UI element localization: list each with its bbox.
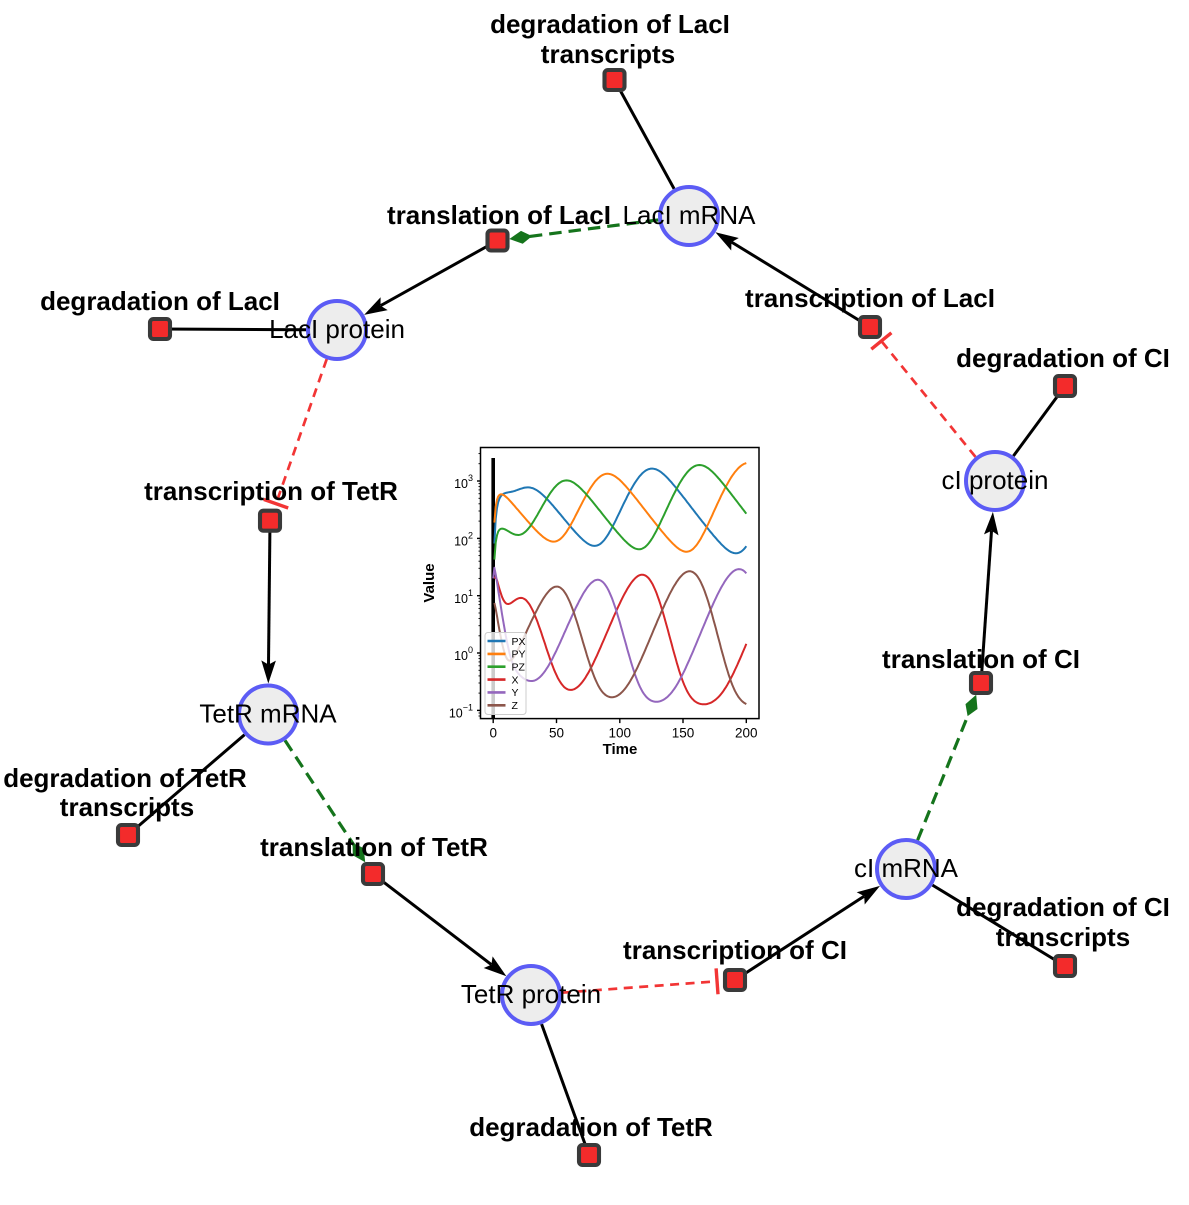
svg-text:100: 100: [609, 726, 632, 741]
svg-text:transcripts: transcripts: [541, 39, 675, 69]
svg-text:degradation of CI: degradation of CI: [956, 892, 1170, 922]
svg-text:degradation of TetR: degradation of TetR: [3, 763, 247, 793]
svg-text:X: X: [512, 674, 519, 686]
svg-text:Value: Value: [421, 563, 438, 602]
svg-text:Z: Z: [512, 700, 519, 712]
svg-text:cI protein: cI protein: [942, 465, 1049, 495]
svg-text:LacI mRNA: LacI mRNA: [623, 200, 757, 230]
svg-text:Y: Y: [512, 687, 519, 699]
svg-text:PY: PY: [512, 649, 526, 661]
svg-text:Time: Time: [603, 741, 638, 758]
svg-text:PZ: PZ: [512, 662, 526, 674]
svg-text:degradation of LacI: degradation of LacI: [490, 9, 730, 39]
svg-text:translation of CI: translation of CI: [882, 644, 1080, 674]
svg-text:TetR protein: TetR protein: [461, 979, 601, 1009]
svg-text:transcripts: transcripts: [60, 792, 194, 822]
svg-text:transcription of LacI: transcription of LacI: [745, 283, 995, 313]
svg-text:0: 0: [489, 726, 497, 741]
svg-text:degradation of LacI: degradation of LacI: [40, 286, 280, 316]
svg-text:200: 200: [735, 726, 758, 741]
svg-text:transcription of CI: transcription of CI: [623, 935, 847, 965]
svg-text:cI mRNA: cI mRNA: [854, 853, 959, 883]
svg-text:150: 150: [672, 726, 695, 741]
svg-text:degradation of TetR: degradation of TetR: [469, 1112, 713, 1142]
svg-text:transcription of TetR: transcription of TetR: [144, 476, 398, 506]
svg-text:translation of LacI: translation of LacI: [387, 200, 611, 230]
svg-text:transcripts: transcripts: [996, 922, 1130, 952]
svg-text:degradation of CI: degradation of CI: [956, 343, 1170, 373]
svg-text:translation of TetR: translation of TetR: [260, 832, 488, 862]
svg-text:50: 50: [549, 726, 564, 741]
svg-text:TetR mRNA: TetR mRNA: [199, 699, 337, 729]
svg-text:PX: PX: [512, 636, 526, 648]
svg-text:LacI protein: LacI protein: [269, 314, 405, 344]
